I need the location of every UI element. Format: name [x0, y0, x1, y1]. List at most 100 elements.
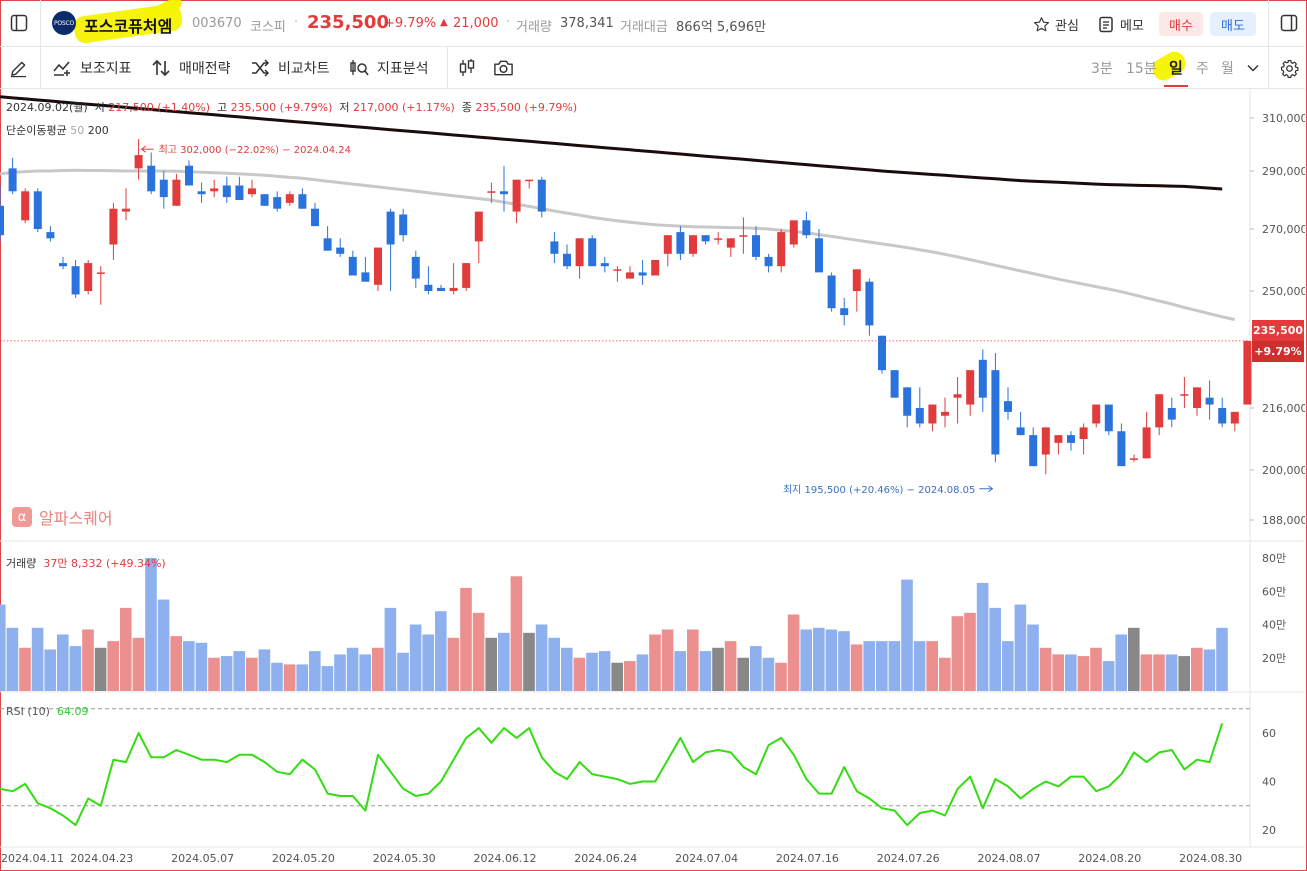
candle-body — [71, 266, 80, 295]
candle-body — [1092, 404, 1101, 424]
volume-bar — [1216, 627, 1228, 691]
volume-bar — [31, 627, 44, 691]
candle-body — [210, 188, 219, 192]
candle-body — [185, 165, 193, 186]
x-tick-label: 2024.06.12 — [474, 852, 537, 865]
period-month[interactable]: 월 — [1221, 60, 1234, 77]
candle-body — [21, 191, 30, 221]
buy-button[interactable]: 매수 — [1159, 12, 1203, 36]
candle-body — [764, 256, 773, 267]
volume-bar — [876, 641, 888, 691]
candle-body — [575, 238, 584, 267]
volume-bar — [674, 651, 686, 691]
current-price-badge: 235,500 +9.79% — [1252, 320, 1304, 362]
draw-tool-button[interactable] — [5, 55, 31, 81]
volume-bar — [1191, 647, 1203, 691]
stock-name: 포스코퓨처엠 — [84, 17, 173, 36]
candle-body — [374, 247, 382, 285]
panel-icon — [1280, 14, 1298, 32]
stock-header: POSCO 포스코퓨처엠 003670 코스피 · 235,500 +9.79%… — [0, 0, 1305, 47]
strategy-icon — [152, 59, 170, 76]
period-day[interactable]: 일 — [1169, 59, 1183, 77]
candle-body — [978, 359, 987, 398]
candle-body — [1016, 427, 1025, 436]
price-tick-label: 290,000 — [1262, 165, 1305, 178]
stock-chart[interactable]: 310,000 290,000 270,000 250,000 216,000 200,0… — [0, 88, 1305, 869]
candle-body — [1004, 401, 1012, 412]
period-15min[interactable]: 15분 — [1126, 60, 1157, 77]
candle-body — [437, 287, 445, 291]
volume-bar — [435, 611, 447, 691]
strategy-label: 매매전략 — [179, 60, 231, 77]
chart-type-button[interactable] — [455, 55, 479, 81]
volume-bar — [964, 612, 976, 691]
volume-tick-label: 60만 — [1262, 585, 1286, 598]
volume-bar — [132, 637, 145, 691]
volume-bar — [233, 651, 245, 691]
volume-bar — [1178, 656, 1190, 691]
candle-body — [903, 387, 912, 416]
memo-label: 메모 — [1120, 18, 1144, 34]
compare-button[interactable]: 비교차트 — [250, 47, 330, 88]
x-tick-label: 2024.07.16 — [776, 852, 839, 865]
indicator-button[interactable]: 보조지표 — [52, 47, 132, 88]
volume-bar — [283, 664, 296, 691]
volume-bar — [19, 647, 31, 691]
date-label: 2024.09.02(월) — [6, 101, 88, 114]
period-week[interactable]: 주 — [1196, 60, 1209, 77]
volume-bar — [926, 641, 938, 691]
period-dropdown-button[interactable] — [1243, 57, 1263, 79]
candle-body — [361, 272, 370, 282]
candle-body — [248, 188, 256, 195]
settings-button[interactable] — [1276, 55, 1302, 81]
candle-body — [487, 191, 496, 193]
volume-bar — [372, 647, 384, 691]
volume-bar — [951, 616, 964, 691]
memo-icon — [1099, 16, 1113, 32]
period-3min[interactable]: 3분 — [1091, 60, 1113, 77]
candlestick-icon — [459, 59, 475, 76]
market-name: 코스피 — [250, 20, 286, 35]
candle-body — [474, 211, 483, 242]
candle-body — [1218, 408, 1227, 424]
low-value: 217,000 (+1.17%) — [353, 101, 455, 114]
volume-bar — [409, 624, 422, 691]
sidebar-icon — [10, 14, 28, 32]
candle-body — [500, 191, 508, 195]
candle-body — [1205, 397, 1214, 405]
indicator-label: 보조지표 — [80, 60, 132, 77]
volume-bar — [523, 632, 535, 691]
volume-bar — [699, 651, 712, 691]
x-tick-label: 2024.08.30 — [1179, 852, 1242, 865]
candle-body — [33, 191, 42, 229]
volume-bar — [485, 637, 497, 691]
volume-legend-value: 37만 8,332 (+49.34%) — [43, 557, 166, 570]
sell-button[interactable]: 매도 — [1210, 12, 1256, 36]
analysis-button[interactable]: 지표분석 — [349, 47, 429, 88]
moving-average-legend[interactable]: 단순이동평균 50 200 — [6, 124, 109, 137]
candle-body — [928, 404, 937, 424]
open-value: 217,500 (+1.40%) — [108, 101, 211, 114]
candle-body — [802, 220, 811, 236]
right-panel-toggle-button[interactable] — [1276, 10, 1302, 36]
candle-body — [336, 247, 345, 254]
price-tick-label: 250,000 — [1262, 285, 1305, 298]
candle-body — [84, 263, 93, 291]
watch-button[interactable]: 관심 — [1033, 12, 1079, 36]
volume-tick-label: 40만 — [1262, 619, 1286, 632]
volume-bar — [321, 666, 334, 691]
volume-bar — [762, 657, 775, 691]
rsi-line — [0, 722, 1224, 827]
ma200-line — [0, 95, 1223, 191]
sidebar-toggle-button[interactable] — [6, 10, 32, 36]
strategy-button[interactable]: 매매전략 — [151, 47, 231, 88]
volume-bar — [535, 624, 548, 691]
camera-icon — [493, 60, 513, 76]
screenshot-button[interactable] — [490, 55, 516, 81]
star-icon — [1033, 16, 1050, 31]
volume-bar — [825, 629, 838, 691]
close-value: 235,500 (+9.79%) — [475, 101, 578, 114]
memo-button[interactable]: 메모 — [1098, 12, 1144, 36]
volume-bar — [359, 654, 371, 691]
candle-body — [1067, 435, 1075, 443]
